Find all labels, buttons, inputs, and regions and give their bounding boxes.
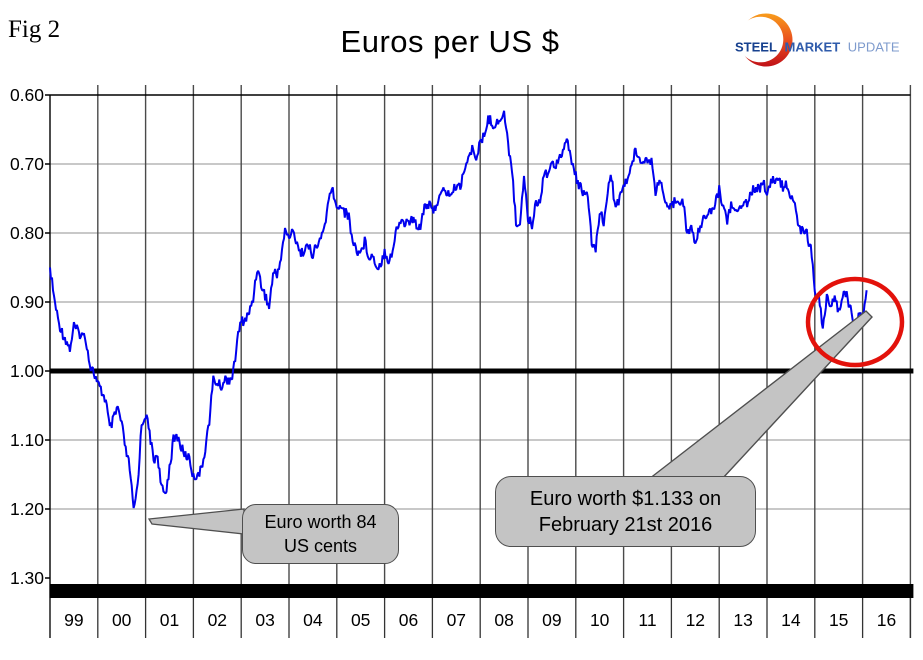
logo-word-market: MARKET [785,40,841,55]
callout-euro-low: Euro worth 84 US cents [242,504,399,564]
x-axis-label: 10 [590,610,610,630]
figure-label: Fig 2 [8,16,61,43]
y-axis-label: 0.60 [10,85,44,105]
y-axis-label: 1.30 [10,568,44,588]
callout-euro-low-line1: Euro worth 84 [264,511,377,532]
callout-euro-low-line2: US cents [283,536,358,556]
x-axis-label: 00 [112,610,132,630]
chart-title: Euros per US $ [340,24,560,59]
x-axis-label: 16 [877,610,896,630]
x-axis-label: 12 [686,610,705,630]
x-axis-label: 05 [351,610,370,630]
callout-euro-low-tail [147,508,245,535]
x-axis-label: 14 [781,610,801,630]
x-axis-label: 06 [399,610,418,630]
bottom-bar [50,584,914,598]
x-axis-label: 13 [733,610,752,630]
exchange-rate-line [49,110,868,509]
x-axis-label: 08 [494,610,513,630]
y-axis-label: 0.70 [10,154,44,174]
y-axis-label: 0.90 [10,292,44,312]
x-axis-label: 07 [447,610,466,630]
callout-euro-recent: Euro worth $1.133 on February 21st 2016 [495,476,756,547]
callout-euro-recent-line2: February 21st 2016 [538,513,713,536]
x-axis-label: 15 [829,610,848,630]
highlight-circle [805,276,905,368]
steel-market-update-logo: STEEL MARKET UPDATE [728,12,920,70]
logo-word-update: UPDATE [848,40,900,55]
y-axis-label: 1.20 [10,499,44,519]
logo-text: STEEL MARKET UPDATE [735,40,900,55]
y-axis-label: 1.10 [10,430,44,450]
crescent-icon [737,13,793,67]
x-axis-label: 01 [160,610,179,630]
callout-euro-recent-line1: Euro worth $1.133 on [529,487,722,510]
x-axis-label: 09 [542,610,561,630]
y-axis-label: 0.80 [10,223,44,243]
x-axis-label: 02 [208,610,227,630]
callout-euro-recent-tail [646,310,873,480]
x-axis-label: 04 [303,610,323,630]
x-axis-label: 99 [64,610,83,630]
y-axis-label: 1.00 [10,361,44,381]
x-axis-label: 03 [255,610,274,630]
logo-word-steel: STEEL [735,40,777,55]
logo-graphic: STEEL MARKET UPDATE [735,13,900,67]
x-axis-label: 11 [638,610,656,630]
